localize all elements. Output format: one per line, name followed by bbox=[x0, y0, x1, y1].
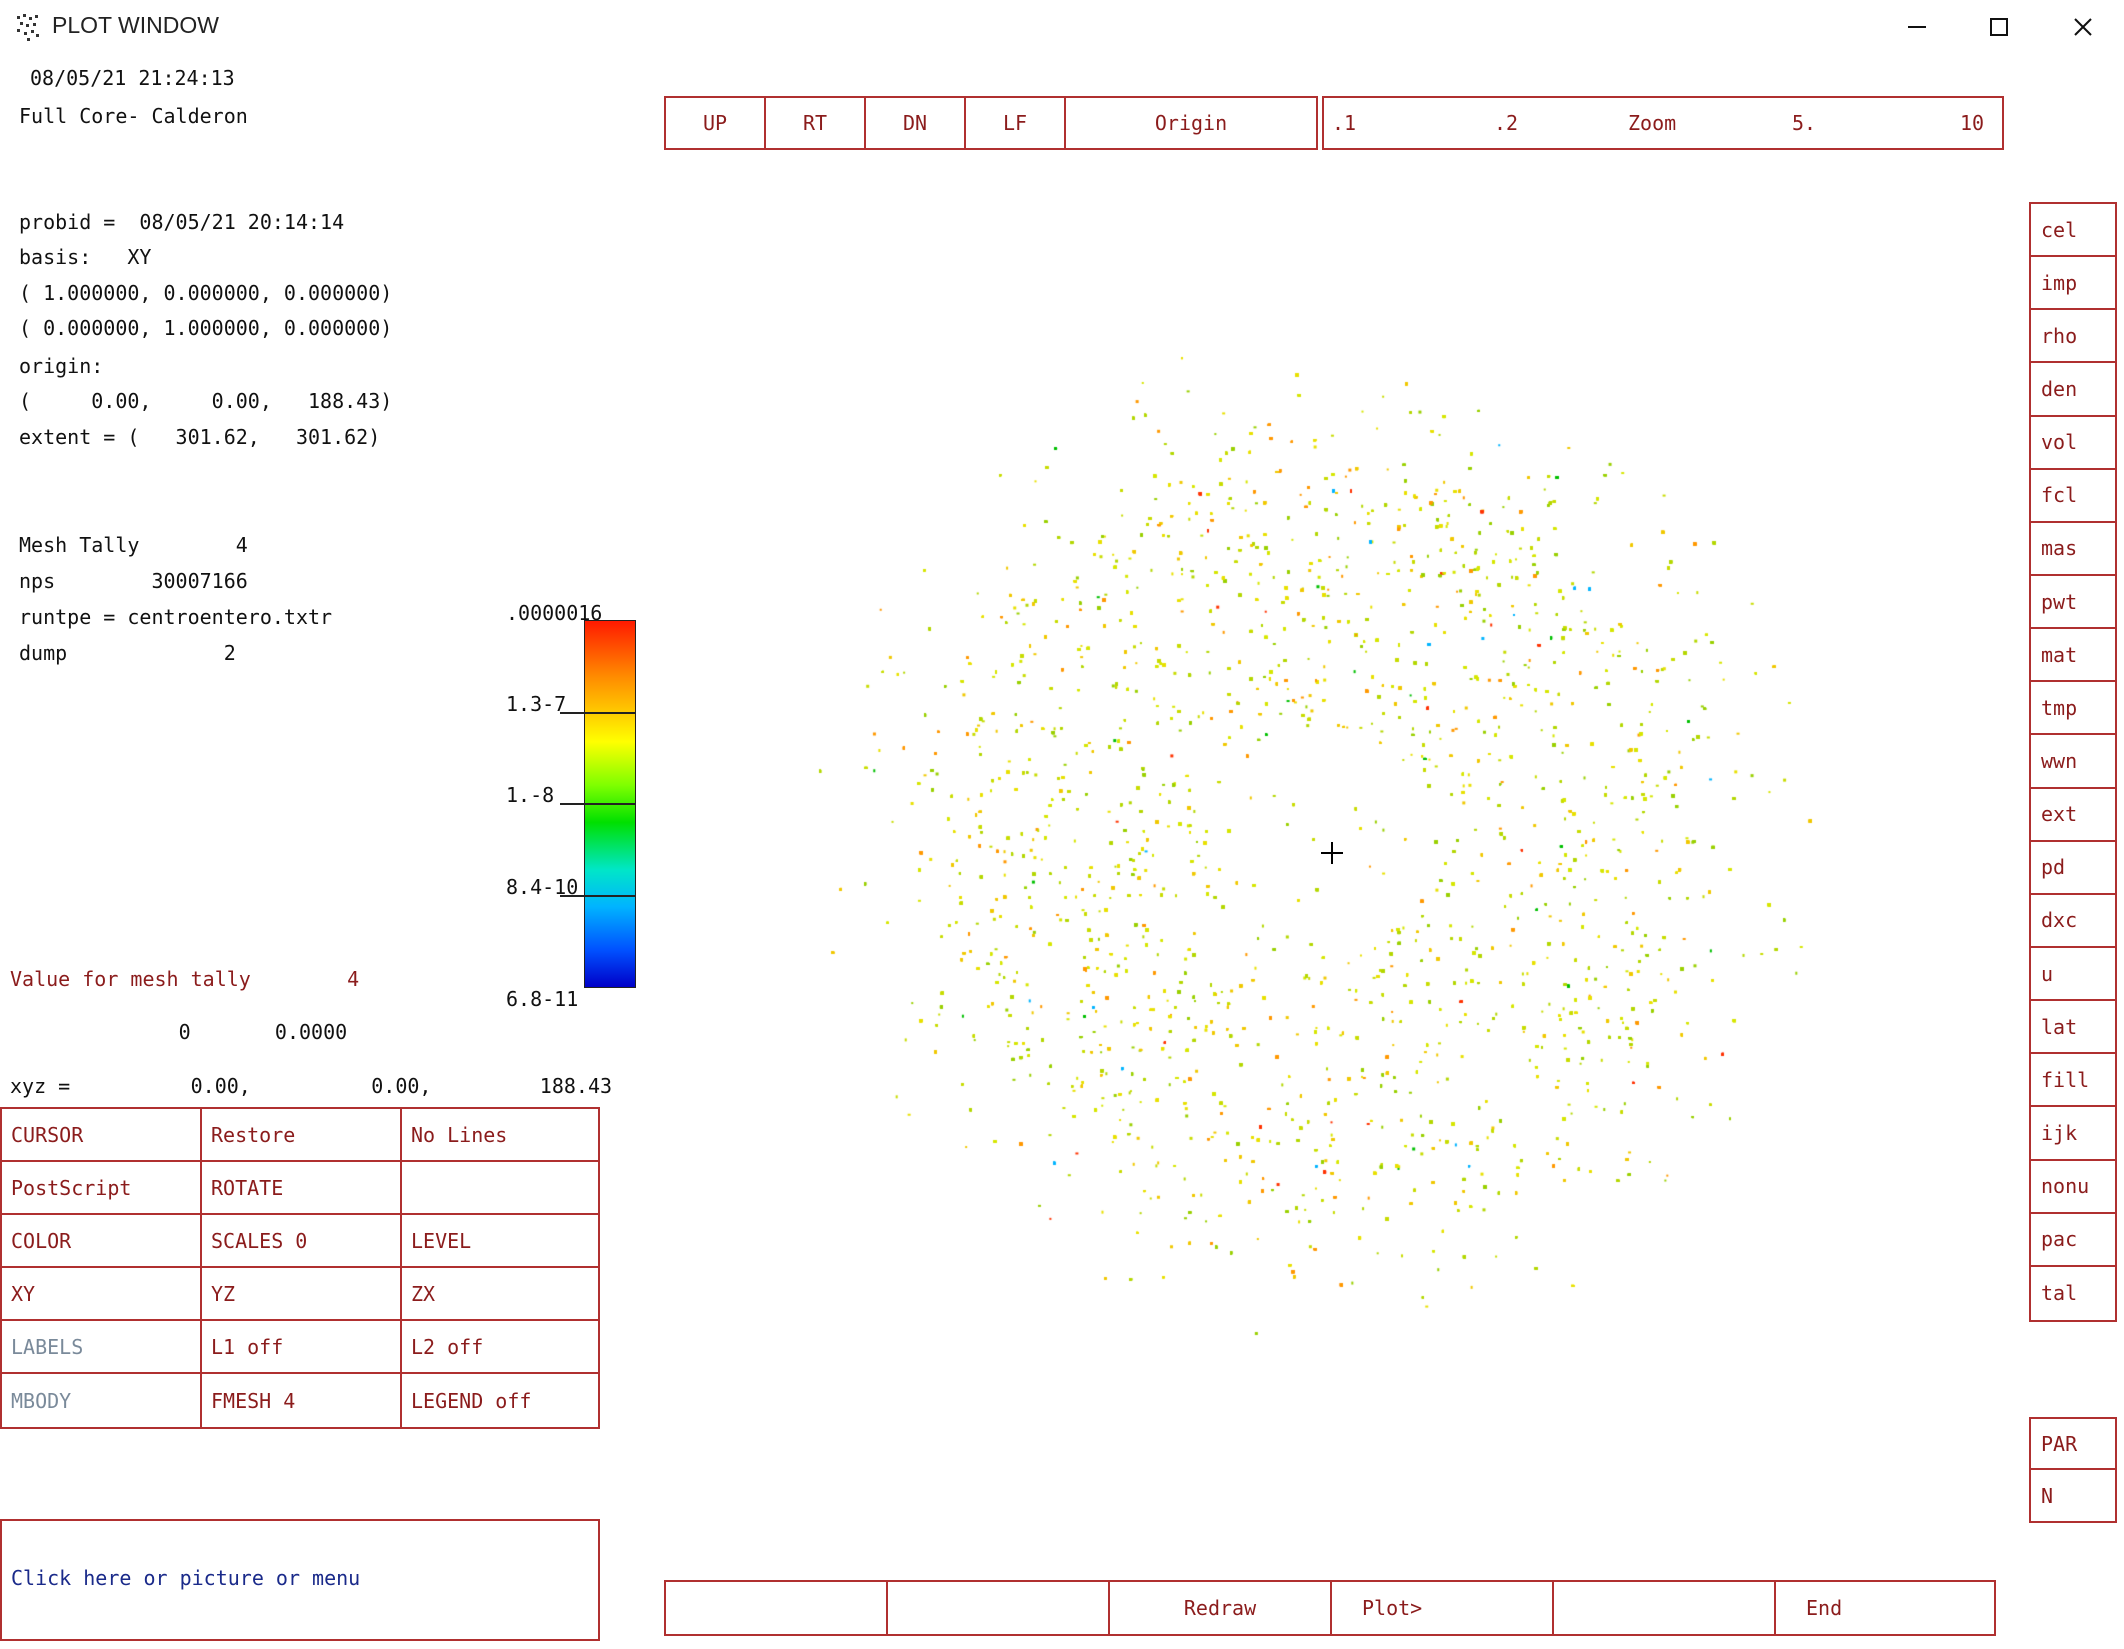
fcl-button[interactable]: fcl bbox=[2031, 470, 2115, 523]
bottom-button-row: Redraw Plot> End bbox=[664, 1580, 1996, 1636]
nonu-button[interactable]: nonu bbox=[2031, 1161, 2115, 1214]
vol-button[interactable]: vol bbox=[2031, 417, 2115, 470]
legend-off-button[interactable]: LEGEND off bbox=[411, 1388, 532, 1413]
zoom-5[interactable]: 5. bbox=[1792, 111, 1817, 135]
n-button[interactable]: N bbox=[2041, 1483, 2054, 1508]
dxc-button[interactable]: dxc bbox=[2031, 895, 2115, 948]
right-button[interactable]: RT bbox=[766, 98, 866, 148]
pwt-button[interactable]: pwt bbox=[2031, 576, 2115, 630]
mas-button[interactable]: mas bbox=[2031, 523, 2115, 576]
xyz-readout: xyz = 0.00, 0.00, 188.43 bbox=[10, 1074, 613, 1098]
case-title: Full Core- Calderon bbox=[19, 104, 248, 128]
legend-tick bbox=[560, 803, 636, 805]
empty-button[interactable] bbox=[888, 1582, 1110, 1634]
origin-button[interactable]: Origin bbox=[1154, 111, 1228, 135]
value-readout: 0 0.0000 bbox=[10, 1020, 348, 1044]
empty-menu-cell bbox=[402, 1162, 598, 1215]
runtpe-line: runtpe = centroentero.txtr bbox=[19, 605, 333, 629]
close-button[interactable] bbox=[2042, 0, 2124, 54]
empty-button[interactable] bbox=[1554, 1582, 1776, 1634]
maximize-button[interactable] bbox=[1958, 0, 2040, 54]
minimize-icon bbox=[1908, 26, 1926, 28]
ext-button[interactable]: ext bbox=[2031, 789, 2115, 842]
empty-button[interactable] bbox=[666, 1582, 888, 1634]
mesh-tally-line: Mesh Tally 4 bbox=[19, 533, 248, 557]
app-icon bbox=[17, 14, 39, 41]
zoom-10[interactable]: 10 bbox=[1960, 111, 1985, 135]
rho-button[interactable]: rho bbox=[2031, 310, 2115, 364]
cursor-button[interactable]: CURSOR bbox=[2, 1109, 202, 1162]
legend-label: 8.4-10 bbox=[506, 875, 579, 899]
prompt-text: Click here or picture or menu bbox=[11, 1566, 361, 1590]
right-button-column: cel imp rho den vol fcl mas pwt mat tmp … bbox=[2029, 202, 2117, 1322]
zoom-0.2[interactable]: .2 bbox=[1494, 111, 1519, 135]
tal-button[interactable]: tal bbox=[2041, 1281, 2078, 1306]
maximize-icon bbox=[1990, 18, 2008, 36]
scales-button[interactable]: SCALES 0 bbox=[202, 1215, 402, 1268]
basis-vector-2: ( 0.000000, 1.000000, 0.000000) bbox=[19, 316, 393, 340]
redraw-button[interactable]: Redraw bbox=[1110, 1582, 1332, 1634]
fmesh-button[interactable]: FMESH 4 bbox=[202, 1374, 402, 1427]
plot-button[interactable]: Plot> bbox=[1332, 1582, 1554, 1634]
basis-vector-1: ( 1.000000, 0.000000, 0.000000) bbox=[19, 281, 393, 305]
title-bar: PLOT WINDOW bbox=[0, 0, 2124, 54]
tmp-button[interactable]: tmp bbox=[2031, 682, 2115, 736]
end-button[interactable]: End bbox=[1806, 1596, 1843, 1620]
zoom-0.1[interactable]: .1 bbox=[1332, 111, 1357, 135]
wwn-button[interactable]: wwn bbox=[2031, 735, 2115, 789]
ijk-button[interactable]: ijk bbox=[2031, 1107, 2115, 1161]
legend-tick bbox=[560, 895, 636, 897]
no-lines-button[interactable]: No Lines bbox=[402, 1109, 598, 1162]
mbody-button[interactable]: MBODY bbox=[2, 1374, 202, 1427]
crosshair-icon bbox=[1321, 842, 1343, 864]
value-title: Value for mesh tally 4 bbox=[10, 967, 360, 991]
datetime: 08/05/21 21:24:13 bbox=[30, 66, 235, 90]
legend-label: 6.8-11 bbox=[506, 987, 579, 1011]
close-icon bbox=[2074, 18, 2092, 36]
den-button[interactable]: den bbox=[2031, 363, 2115, 417]
legend-label: 1.3-7 bbox=[506, 692, 567, 716]
l1-off-button[interactable]: L1 off bbox=[202, 1321, 402, 1374]
minimize-button[interactable] bbox=[1876, 0, 1958, 54]
mesh-tally-plot[interactable] bbox=[660, 160, 1840, 1420]
origin-label: origin: bbox=[19, 354, 104, 378]
up-button[interactable]: UP bbox=[666, 98, 766, 148]
zx-button[interactable]: ZX bbox=[402, 1268, 598, 1321]
down-button[interactable]: DN bbox=[866, 98, 966, 148]
cel-button[interactable]: cel bbox=[2031, 204, 2115, 258]
origin-values: ( 0.00, 0.00, 188.43) bbox=[19, 389, 393, 413]
color-button[interactable]: COLOR bbox=[2, 1215, 202, 1268]
postscript-button[interactable]: PostScript bbox=[2, 1162, 202, 1215]
rotate-button[interactable]: ROTATE bbox=[202, 1162, 402, 1215]
extent-line: extent = ( 301.62, 301.62) bbox=[19, 425, 381, 449]
zoom-label[interactable]: Zoom bbox=[1628, 111, 1677, 135]
xy-button[interactable]: XY bbox=[2, 1268, 202, 1321]
window-title: PLOT WINDOW bbox=[52, 12, 219, 38]
fill-button[interactable]: fill bbox=[2031, 1054, 2115, 1108]
mat-button[interactable]: mat bbox=[2031, 629, 2115, 683]
command-menu: CURSOR Restore No Lines PostScript ROTAT… bbox=[0, 1107, 600, 1429]
basis-line: basis: XY bbox=[19, 245, 152, 269]
right-button-column-2: PAR N bbox=[2029, 1417, 2117, 1523]
pd-button[interactable]: pd bbox=[2031, 842, 2115, 895]
legend-label: 1.-8 bbox=[506, 783, 555, 807]
nps-line: nps 30007166 bbox=[19, 569, 248, 593]
nav-button-row: UP RT DN LF Origin bbox=[664, 96, 1318, 150]
legend-tick bbox=[560, 712, 636, 714]
dump-line: dump 2 bbox=[19, 641, 236, 665]
labels-button[interactable]: LABELS bbox=[2, 1321, 202, 1374]
l2-off-button[interactable]: L2 off bbox=[402, 1321, 598, 1374]
restore-button[interactable]: Restore bbox=[202, 1109, 402, 1162]
par-button[interactable]: PAR bbox=[2031, 1419, 2115, 1470]
left-button[interactable]: LF bbox=[966, 98, 1066, 148]
pac-button[interactable]: pac bbox=[2031, 1214, 2115, 1267]
prompt-box[interactable]: Click here or picture or menu bbox=[0, 1519, 600, 1641]
level-button[interactable]: LEVEL bbox=[402, 1215, 598, 1268]
zoom-bar[interactable]: .1 .2 Zoom 5. 10 bbox=[1322, 96, 2004, 150]
imp-button[interactable]: imp bbox=[2031, 257, 2115, 311]
yz-button[interactable]: YZ bbox=[202, 1268, 402, 1321]
lat-button[interactable]: lat bbox=[2031, 1001, 2115, 1055]
u-button[interactable]: u bbox=[2031, 948, 2115, 1002]
probid-line: probid = 08/05/21 20:14:14 bbox=[19, 210, 345, 234]
